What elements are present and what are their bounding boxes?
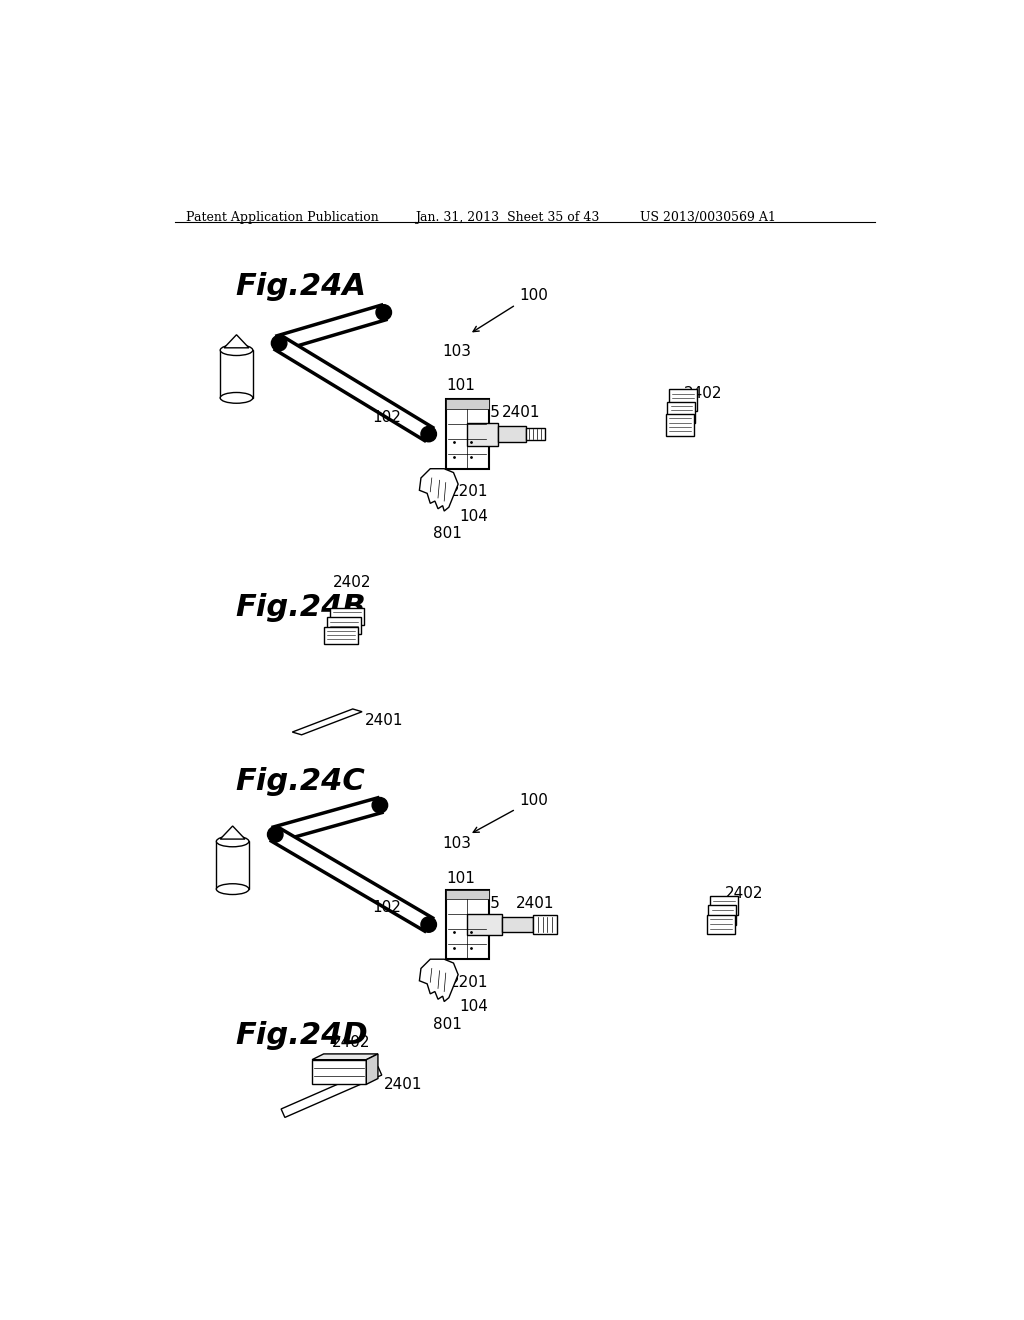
- Text: 2401: 2401: [515, 896, 554, 911]
- Polygon shape: [312, 1053, 378, 1060]
- Polygon shape: [282, 1067, 382, 1118]
- Polygon shape: [220, 826, 245, 840]
- Polygon shape: [328, 618, 361, 635]
- Polygon shape: [276, 305, 386, 351]
- Polygon shape: [525, 428, 545, 441]
- Text: 104: 104: [460, 508, 488, 524]
- Polygon shape: [669, 389, 697, 411]
- Circle shape: [421, 426, 436, 442]
- Polygon shape: [534, 915, 557, 933]
- Polygon shape: [499, 426, 525, 442]
- Text: 102: 102: [373, 409, 401, 425]
- Polygon shape: [292, 709, 362, 735]
- Polygon shape: [503, 917, 534, 932]
- Text: 715: 715: [471, 405, 500, 420]
- Ellipse shape: [220, 345, 253, 355]
- Text: 100: 100: [520, 288, 549, 304]
- Text: 801: 801: [432, 1016, 462, 1032]
- Ellipse shape: [216, 884, 249, 895]
- Circle shape: [267, 826, 283, 842]
- Circle shape: [271, 335, 287, 351]
- Polygon shape: [331, 609, 365, 626]
- Polygon shape: [710, 896, 738, 915]
- Text: 715: 715: [471, 896, 500, 911]
- Text: US 2013/0030569 A1: US 2013/0030569 A1: [640, 211, 775, 224]
- Text: 100: 100: [520, 792, 549, 808]
- Polygon shape: [420, 469, 458, 511]
- Polygon shape: [271, 828, 433, 931]
- Polygon shape: [275, 337, 433, 441]
- Polygon shape: [707, 915, 735, 933]
- Text: 101: 101: [446, 379, 475, 393]
- Text: 102: 102: [373, 900, 401, 915]
- Text: Fig.24B: Fig.24B: [234, 594, 366, 623]
- Polygon shape: [273, 797, 382, 842]
- Polygon shape: [668, 401, 695, 424]
- Text: 2401: 2401: [384, 1077, 422, 1092]
- Text: 103: 103: [442, 837, 471, 851]
- Text: 2401: 2401: [365, 713, 402, 727]
- Polygon shape: [446, 890, 488, 960]
- Text: 2201: 2201: [450, 974, 488, 990]
- Polygon shape: [446, 400, 488, 469]
- Text: 2402: 2402: [334, 574, 372, 590]
- Polygon shape: [324, 627, 358, 644]
- Text: 2201: 2201: [450, 484, 488, 499]
- Ellipse shape: [220, 392, 253, 404]
- Circle shape: [372, 797, 388, 813]
- Polygon shape: [420, 960, 458, 1002]
- Text: 103: 103: [442, 343, 471, 359]
- Polygon shape: [224, 335, 249, 348]
- Text: 2402: 2402: [332, 1035, 370, 1051]
- Circle shape: [376, 305, 391, 321]
- Polygon shape: [220, 350, 253, 397]
- Polygon shape: [666, 414, 693, 436]
- Text: 2402: 2402: [725, 887, 763, 902]
- Text: Fig.24D: Fig.24D: [234, 1020, 368, 1049]
- Text: Fig.24C: Fig.24C: [234, 767, 365, 796]
- Polygon shape: [709, 906, 736, 924]
- Polygon shape: [446, 890, 488, 899]
- Polygon shape: [446, 400, 488, 409]
- Circle shape: [421, 917, 436, 932]
- Polygon shape: [216, 841, 249, 890]
- Polygon shape: [467, 913, 503, 936]
- Text: Patent Application Publication: Patent Application Publication: [186, 211, 379, 224]
- Text: 101: 101: [446, 871, 475, 886]
- Ellipse shape: [216, 836, 249, 847]
- Text: 801: 801: [432, 527, 462, 541]
- Polygon shape: [467, 422, 499, 446]
- Text: 2401: 2401: [503, 405, 541, 420]
- Text: Fig.24A: Fig.24A: [234, 272, 366, 301]
- Text: 104: 104: [460, 999, 488, 1014]
- Polygon shape: [312, 1060, 367, 1084]
- Polygon shape: [367, 1053, 378, 1084]
- Text: 2402: 2402: [684, 385, 722, 401]
- Text: Jan. 31, 2013  Sheet 35 of 43: Jan. 31, 2013 Sheet 35 of 43: [415, 211, 599, 224]
